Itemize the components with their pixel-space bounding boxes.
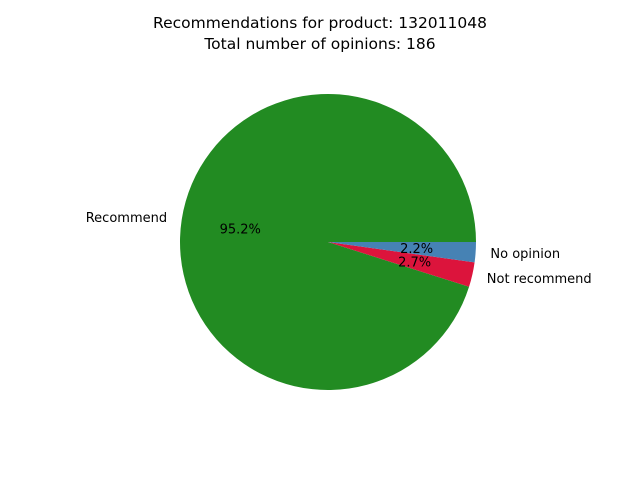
slice-percent-recommend: 95.2% [220,222,261,237]
pie-slice-not-recommend [328,242,475,287]
slice-label-recommend: Recommend [86,211,167,226]
pie-labels: Recommend 95.2% Not recommend 2.7% No opinio… [86,211,592,287]
chart-title-line-2: Total number of opinions: 186 [203,35,435,53]
pie-slices [179,93,476,390]
slice-percent-not-recommend: 2.7% [398,256,431,271]
chart-title-line-1: Recommendations for product: 132011048 [153,14,487,32]
slice-percent-no-opinion: 2.2% [400,242,433,257]
pie-slice-no-opinion [328,242,476,263]
pie-slice-recommend [179,93,476,390]
slice-label-no-opinion: No opinion [490,247,560,262]
slice-label-not-recommend: Not recommend [487,272,592,287]
